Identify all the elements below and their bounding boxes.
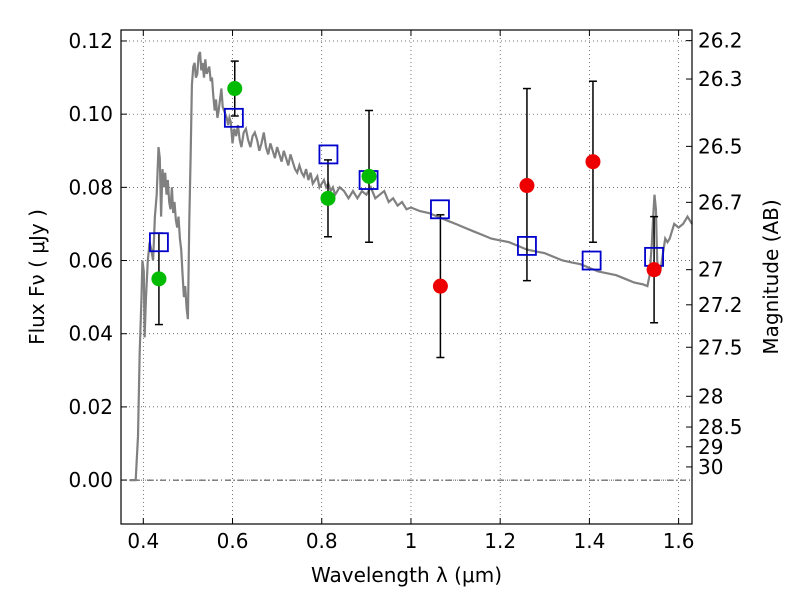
grid-lines [121, 30, 692, 524]
axis-ticks [121, 30, 692, 524]
observed-point-green [227, 81, 243, 97]
model-point-square [149, 232, 169, 253]
y-tick-label: 0.04 [68, 322, 113, 346]
observed-point-red [585, 154, 601, 170]
model-point-square [318, 144, 339, 165]
model-point-square [223, 107, 244, 128]
y2-tick-label: 27.5 [698, 335, 743, 359]
model-spectrum-line [129, 51, 693, 482]
y2-tick-label: 29 [698, 435, 723, 459]
x-tick-label: 0.8 [306, 529, 338, 553]
data-points [149, 81, 664, 294]
observed-point-green [151, 271, 167, 287]
y2-tick-label: 27 [698, 258, 723, 282]
y-tick-label: 0.10 [68, 102, 113, 126]
model-point-square [430, 199, 450, 220]
observed-point-red [646, 262, 662, 278]
y2-tick-label: 26.5 [698, 134, 743, 158]
x-tick-label: 0.6 [217, 529, 249, 553]
x-tick-label: 1.4 [573, 529, 605, 553]
y2-tick-label: 28.5 [698, 415, 743, 439]
x-tick-label: 1 [405, 529, 418, 553]
model-point-square [517, 235, 537, 256]
x-axis-label: Wavelength λ (μm) [311, 563, 502, 587]
y2-tick-label: 30 [698, 455, 723, 479]
y2-tick-label: 27.2 [698, 293, 743, 317]
y2-axis-label: Magnitude (AB) [759, 199, 783, 354]
y-tick-label: 0.00 [68, 468, 113, 492]
observed-point-green [320, 190, 336, 206]
observed-point-red [432, 278, 448, 294]
x-tick-label: 1.6 [663, 529, 695, 553]
observed-point-red [519, 178, 535, 194]
x-tick-label: 0.4 [127, 529, 159, 553]
observed-point-green [361, 168, 377, 184]
y-tick-label: 0.08 [68, 175, 113, 199]
y2-tick-label: 26.3 [698, 67, 743, 91]
x-tick-label: 1.2 [484, 529, 516, 553]
y-tick-label: 0.06 [68, 249, 113, 273]
y2-tick-label: 26.7 [698, 190, 743, 214]
x-tick-labels: 0.4 0.6 0.8 1 1.2 1.4 1.6 [127, 529, 694, 553]
y-tick-label: 0.12 [68, 29, 113, 53]
y2-tick-label: 26.2 [698, 29, 743, 53]
y2-tick-label: 28 [698, 384, 723, 408]
y-axis-label: Flux Fν ( μJy ) [25, 209, 49, 345]
model-point-square [581, 250, 602, 271]
y-tick-labels: 0.00 0.02 0.04 0.06 0.08 0.10 0.12 [68, 29, 113, 492]
y-tick-label: 0.02 [68, 395, 113, 419]
plot-frame [120, 29, 693, 525]
